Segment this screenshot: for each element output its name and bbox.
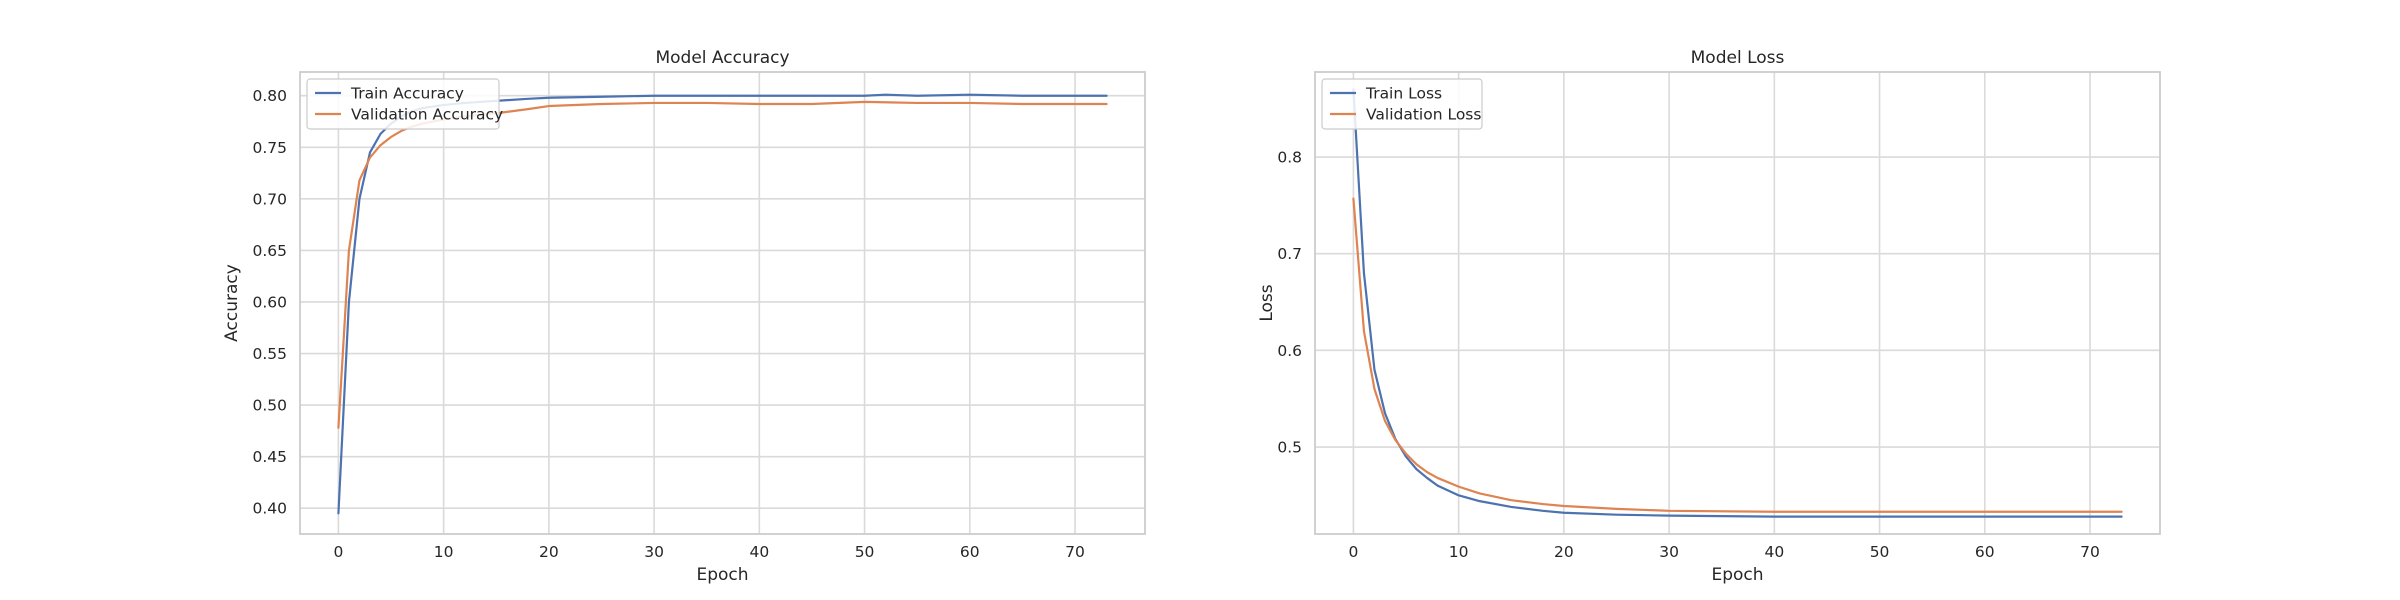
series-line-1: [1352, 88, 2123, 518]
chart-panel-1: 0 10 20 30 40 50 60 70 0.40 0.45 0.50 0.55 0.60 0.65 0…: [222, 48, 1146, 585]
y-tick-label: 0.7: [1277, 245, 1302, 263]
y-tick-label: 0.6: [1277, 342, 1302, 360]
x-tick-label: 70: [1065, 543, 1085, 561]
plot-frame: [299, 71, 1146, 535]
y-tick-label: 0.50: [252, 397, 287, 415]
y-axis-label: Accuracy: [222, 264, 242, 342]
y-axis-label: Loss: [1257, 284, 1277, 321]
x-tick-label: 40: [1764, 543, 1784, 561]
x-tick-label: 0: [1348, 543, 1358, 561]
x-tick-label: 60: [1975, 543, 1995, 561]
x-tick-label: 10: [1449, 543, 1469, 561]
x-axis-label: Epoch: [1711, 565, 1763, 585]
y-tick-label: 0.40: [252, 500, 287, 518]
legend-box: [1321, 78, 1483, 130]
plot-area: [300, 72, 1145, 534]
x-tick-label: 50: [855, 543, 875, 561]
legend-label: Validation Accuracy: [351, 106, 503, 124]
y-tick-label: 0.8: [1277, 149, 1302, 167]
x-tick-label: 20: [1554, 543, 1574, 561]
legend-box: [306, 78, 500, 130]
y-tick-label: 0.55: [252, 345, 287, 363]
legend-label: Train Loss: [1365, 85, 1442, 103]
x-tick-label: 60: [960, 543, 980, 561]
x-tick-label: 0: [333, 543, 343, 561]
x-tick-label: 30: [644, 543, 664, 561]
chart-title: Model Accuracy: [655, 48, 789, 68]
chart-title: Model Loss: [1691, 48, 1785, 68]
x-tick-label: 40: [749, 543, 769, 561]
y-tick-label: 0.75: [252, 139, 287, 157]
series-line-2: [1352, 197, 2123, 513]
x-tick-label: 50: [1870, 543, 1890, 561]
y-tick-label: 0.5: [1277, 439, 1302, 457]
y-tick-label: 0.80: [252, 87, 287, 105]
y-tick-label: 0.70: [252, 190, 287, 208]
x-tick-label: 70: [2080, 543, 2100, 561]
y-tick-label: 0.45: [252, 448, 287, 466]
plot-frame: [1314, 71, 2161, 535]
chart-panel-2: 0 10 20 30 40 50 60 70 0.5 0.6 0.7 0.8 Model Loss Epo…: [1257, 48, 2161, 585]
x-axis-label: Epoch: [696, 565, 748, 585]
legend-label: Validation Loss: [1366, 106, 1481, 124]
series-line-1: [337, 93, 1108, 515]
x-tick-label: 20: [539, 543, 559, 561]
plot-area: [1315, 72, 2160, 534]
legend: Train Loss Validation Loss: [1321, 78, 1483, 130]
y-tick-label: 0.65: [252, 242, 287, 260]
y-tick-label: 0.60: [252, 293, 287, 311]
legend-label: Train Accuracy: [350, 85, 464, 103]
series-line-2: [337, 100, 1108, 429]
x-tick-label: 30: [1659, 543, 1679, 561]
legend: Train Accuracy Validation Accuracy: [306, 78, 503, 130]
x-tick-label: 10: [434, 543, 454, 561]
